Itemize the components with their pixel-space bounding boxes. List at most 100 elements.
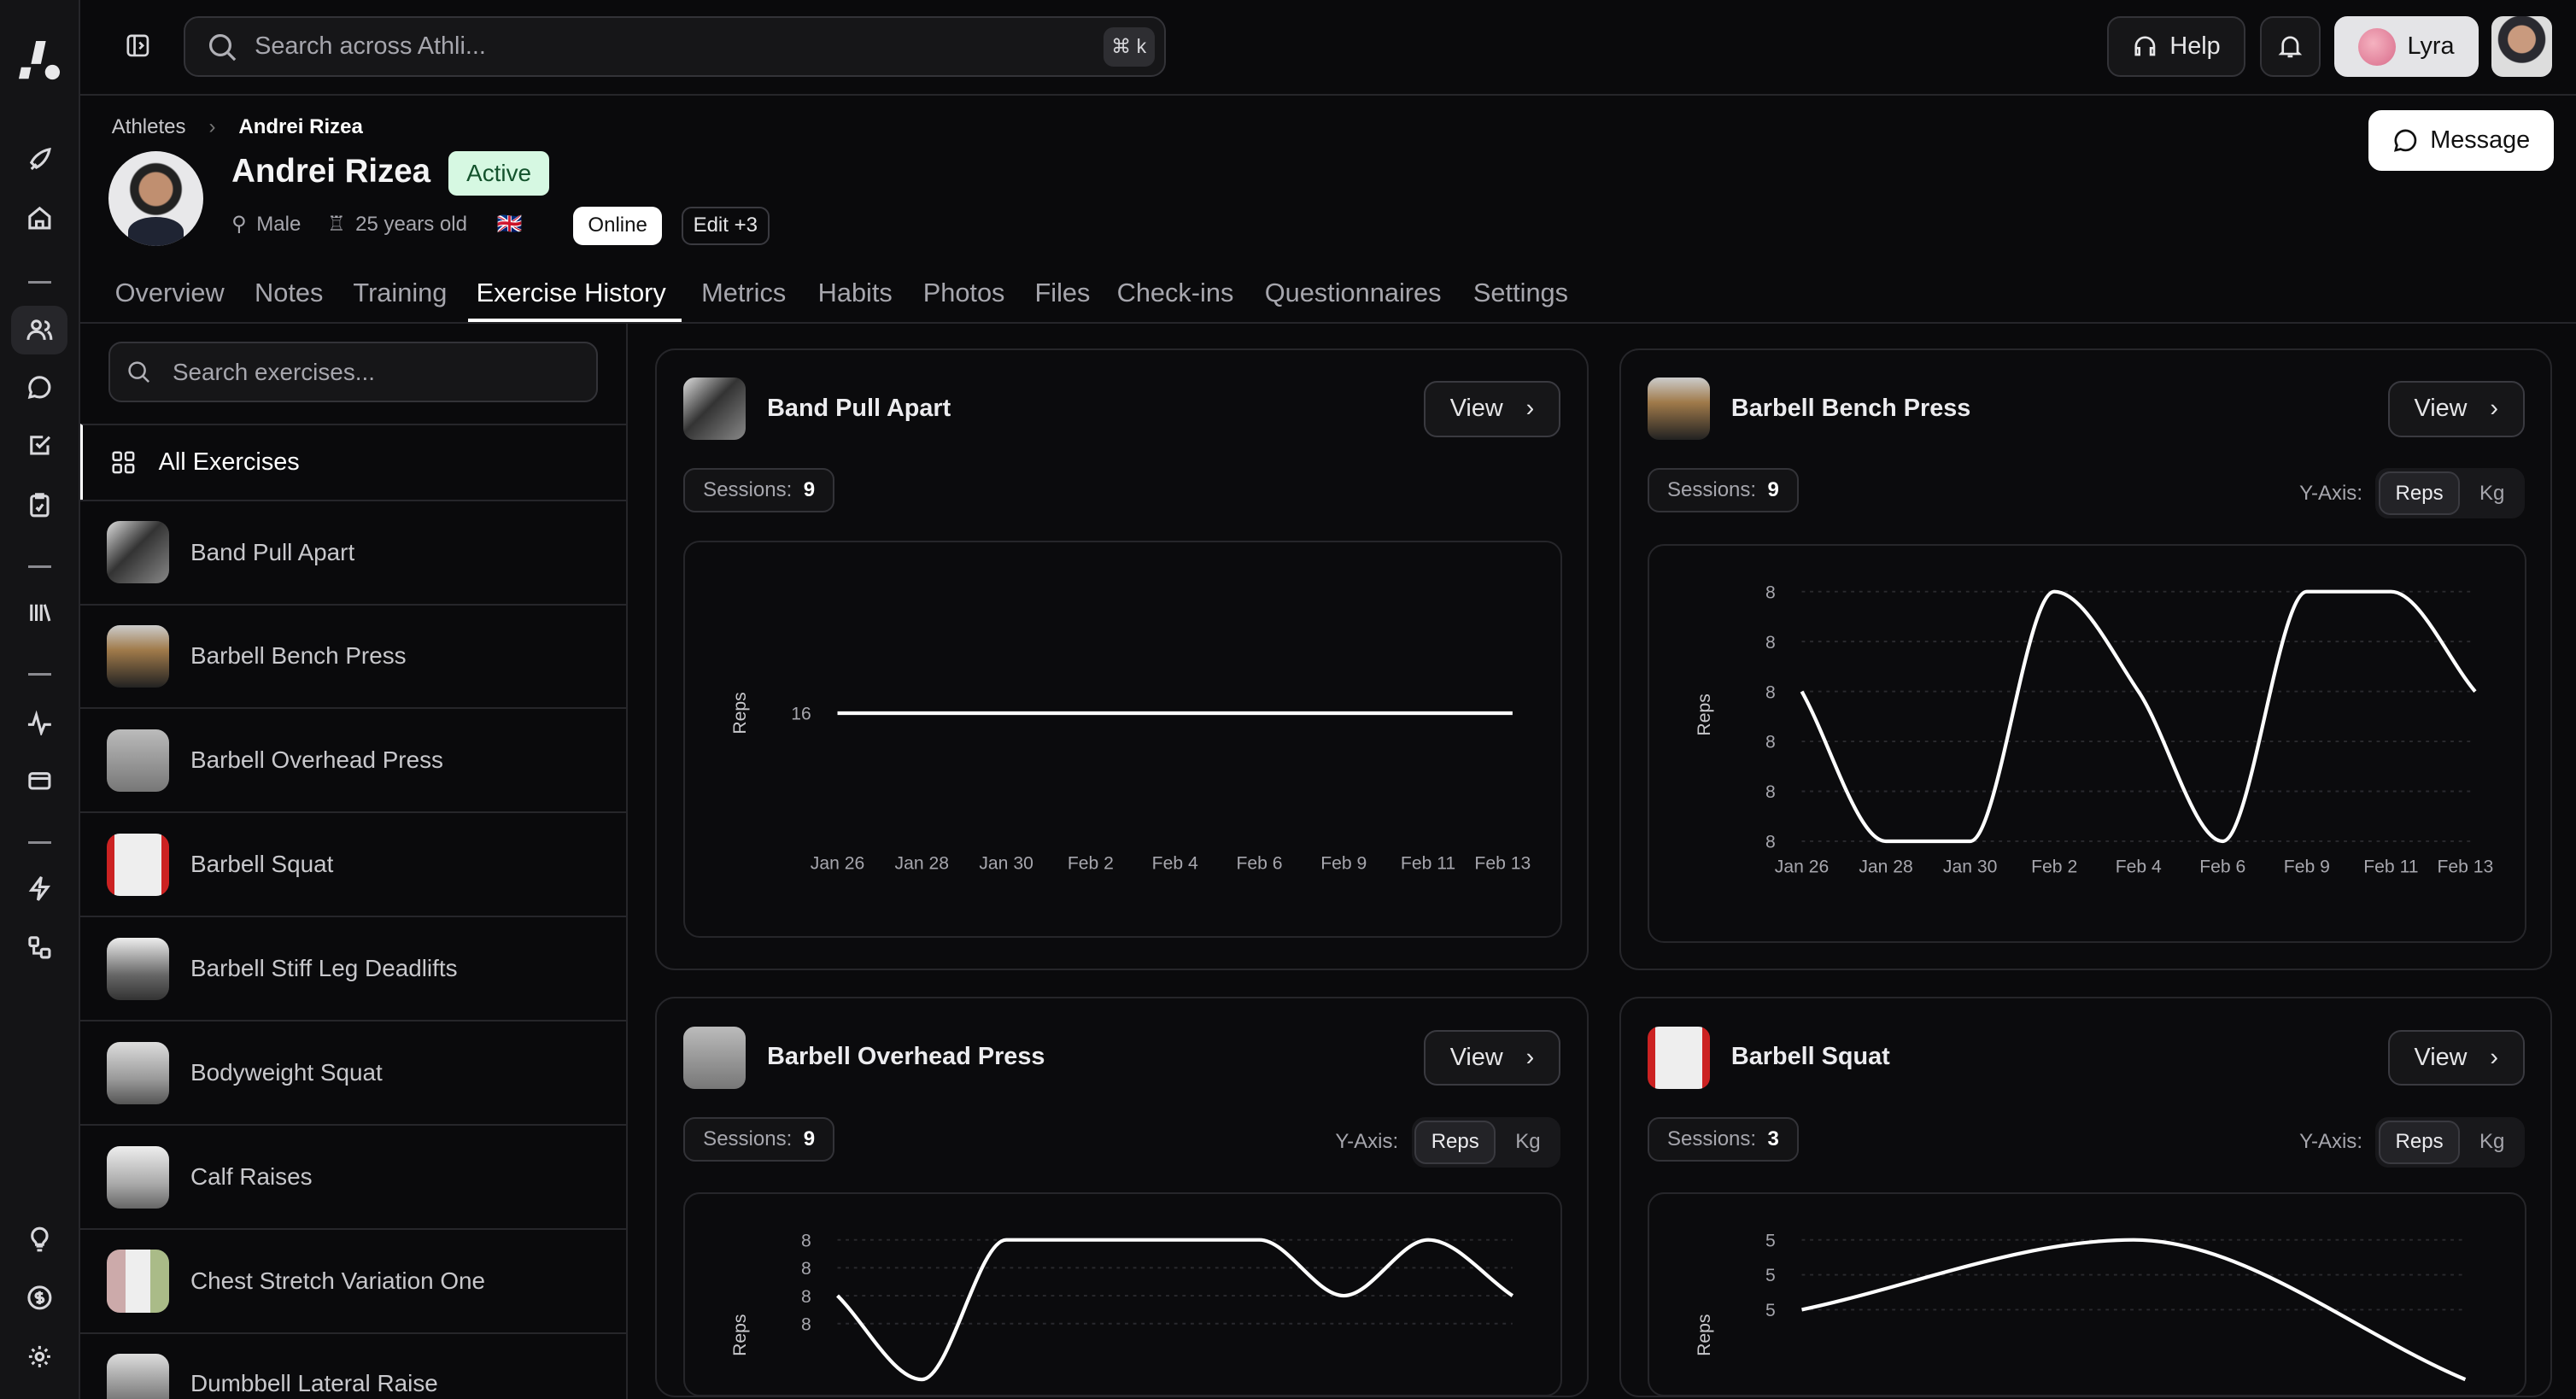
series-line xyxy=(1801,1238,2467,1382)
view-button[interactable]: View › xyxy=(1424,381,1560,437)
y-tick-label: 8 xyxy=(1765,682,1776,702)
tab-settings[interactable]: Settings xyxy=(1472,277,1569,307)
breadcrumb-athletes[interactable]: Athletes xyxy=(111,114,186,138)
tab-training[interactable]: Training xyxy=(353,277,448,307)
exercise-thumbnail xyxy=(106,521,170,584)
profile-avatar[interactable] xyxy=(2491,16,2553,78)
exercise-list-item[interactable]: Barbell Stiff Leg Deadlifts xyxy=(80,916,626,1020)
activity-icon[interactable] xyxy=(20,703,59,742)
active-tab-indicator xyxy=(468,319,682,322)
card-title: Barbell Overhead Press xyxy=(767,1043,1045,1071)
kg-option[interactable]: Kg xyxy=(2479,1130,2505,1154)
y-tick-label: 8 xyxy=(1765,732,1776,752)
y-axis-label: Y-Axis: xyxy=(2299,1130,2362,1154)
credit-card-icon[interactable] xyxy=(20,760,59,799)
tab-exercise-history[interactable]: Exercise History xyxy=(476,277,666,307)
users-icon[interactable] xyxy=(11,305,67,355)
line-chart: 8 8 8 8 Reps xyxy=(730,1232,1514,1382)
tab-notes[interactable]: Notes xyxy=(255,277,324,307)
workflow-icon[interactable] xyxy=(20,928,59,967)
help-button[interactable]: Help xyxy=(2107,16,2245,78)
sidebar-toggle-icon[interactable] xyxy=(125,32,151,59)
dollar-icon[interactable] xyxy=(20,1278,59,1317)
user-avatar xyxy=(2357,27,2397,66)
notifications-button[interactable] xyxy=(2260,16,2321,78)
age: 25 years old xyxy=(355,212,467,236)
kg-option[interactable]: Kg xyxy=(2479,481,2505,505)
help-label: Help xyxy=(2169,32,2221,61)
athli-logo[interactable] xyxy=(18,41,62,80)
exercise-thumbnail xyxy=(106,937,170,1000)
status-badge: Active xyxy=(448,150,550,196)
exercise-chart-card: Barbell Overhead Press View › Sessions: 9 Y-A… xyxy=(655,997,1589,1398)
y-tick-label: 8 xyxy=(1765,633,1776,653)
grid-icon xyxy=(112,451,135,474)
x-tick-label: Jan 30 xyxy=(980,853,1033,873)
y-axis-title: Reps xyxy=(730,692,750,734)
athlete-meta: ⚲ Male ♖ 25 years old 🇬🇧 xyxy=(231,212,522,237)
view-button[interactable]: View › xyxy=(2387,381,2525,437)
line-chart: 5 5 5 Reps xyxy=(1695,1232,2467,1382)
exercise-list-panel: Search exercises... All Exercises Band P… xyxy=(80,323,628,1399)
user-menu-button[interactable]: Lyra xyxy=(2333,16,2479,78)
sessions-badge: Sessions: 9 xyxy=(683,468,835,513)
exercise-name: Barbell Squat xyxy=(190,851,334,878)
tab-photos[interactable]: Photos xyxy=(922,277,1005,307)
exercise-search-placeholder: Search exercises... xyxy=(172,358,375,385)
y-axis-toggle: Y-Axis: Reps Kg xyxy=(1335,1116,1560,1168)
card-title: Band Pull Apart xyxy=(767,394,951,422)
global-search-input[interactable]: Search across Athli... ⌘ k xyxy=(184,16,1167,78)
rocket-icon[interactable] xyxy=(20,141,59,180)
exercise-search-input[interactable]: Search exercises... xyxy=(108,341,598,403)
exercise-name: Band Pull Apart xyxy=(190,538,355,565)
y-axis-label: Y-Axis: xyxy=(1335,1130,1399,1154)
reps-option[interactable]: Reps xyxy=(2379,471,2460,516)
tab-metrics[interactable]: Metrics xyxy=(701,277,787,307)
view-label: View xyxy=(2414,1043,2468,1071)
edit-tags-button[interactable]: Edit +3 xyxy=(682,207,770,245)
tab-habits[interactable]: Habits xyxy=(817,277,893,307)
tab-questionnaires[interactable]: Questionnaires xyxy=(1264,277,1442,307)
message-label: Message xyxy=(2430,126,2531,154)
clipboard-check-icon[interactable] xyxy=(20,484,59,524)
exercise-thumbnail xyxy=(106,1041,170,1104)
x-tick-label: Feb 2 xyxy=(2031,857,2077,876)
message-button[interactable]: Message xyxy=(2368,109,2555,171)
chevron-right-icon: › xyxy=(2490,1043,2498,1071)
home-icon[interactable] xyxy=(20,199,59,238)
library-icon[interactable] xyxy=(20,593,59,632)
exercise-thumbnail xyxy=(106,1145,170,1209)
check-square-icon[interactable] xyxy=(20,425,59,465)
all-exercises-item[interactable]: All Exercises xyxy=(80,424,626,500)
exercise-thumbnail xyxy=(106,1353,170,1399)
exercise-thumbnail xyxy=(106,833,170,896)
exercise-list-item[interactable]: Chest Stretch Variation One xyxy=(80,1228,626,1332)
y-axis-title: Reps xyxy=(1695,1314,1714,1356)
gear-icon[interactable] xyxy=(20,1337,59,1376)
exercise-list-item[interactable]: Barbell Bench Press xyxy=(80,603,626,708)
all-exercises-label: All Exercises xyxy=(158,448,300,476)
y-tick-label: 8 xyxy=(1765,782,1776,802)
view-label: View xyxy=(1449,395,1503,423)
view-button[interactable]: View › xyxy=(2387,1029,2525,1086)
exercise-list-item[interactable]: Bodyweight Squat xyxy=(80,1020,626,1124)
x-tick-label: Feb 6 xyxy=(2199,857,2245,876)
exercise-list-item[interactable]: Barbell Squat xyxy=(80,811,626,916)
kg-option[interactable]: Kg xyxy=(1515,1130,1541,1154)
reps-option[interactable]: Reps xyxy=(2379,1120,2460,1164)
reps-option[interactable]: Reps xyxy=(1414,1120,1496,1164)
y-axis-title: Reps xyxy=(1695,694,1714,735)
exercise-thumbnail xyxy=(683,1026,746,1089)
message-icon[interactable] xyxy=(20,368,59,407)
exercise-list-item[interactable]: Band Pull Apart xyxy=(80,499,626,604)
exercise-list-item[interactable]: Dumbbell Lateral Raise xyxy=(80,1332,626,1399)
exercise-list-item[interactable]: Calf Raises xyxy=(80,1124,626,1228)
tab-check-ins[interactable]: Check-ins xyxy=(1116,277,1234,307)
view-button[interactable]: View › xyxy=(1424,1029,1560,1086)
tab-files[interactable]: Files xyxy=(1034,277,1091,307)
lightbulb-icon[interactable] xyxy=(20,1220,59,1260)
zap-icon[interactable] xyxy=(20,869,59,908)
exercise-list-item[interactable]: Barbell Overhead Press xyxy=(80,707,626,811)
sessions-count: 9 xyxy=(1767,478,1779,502)
tab-overview[interactable]: Overview xyxy=(114,277,225,307)
